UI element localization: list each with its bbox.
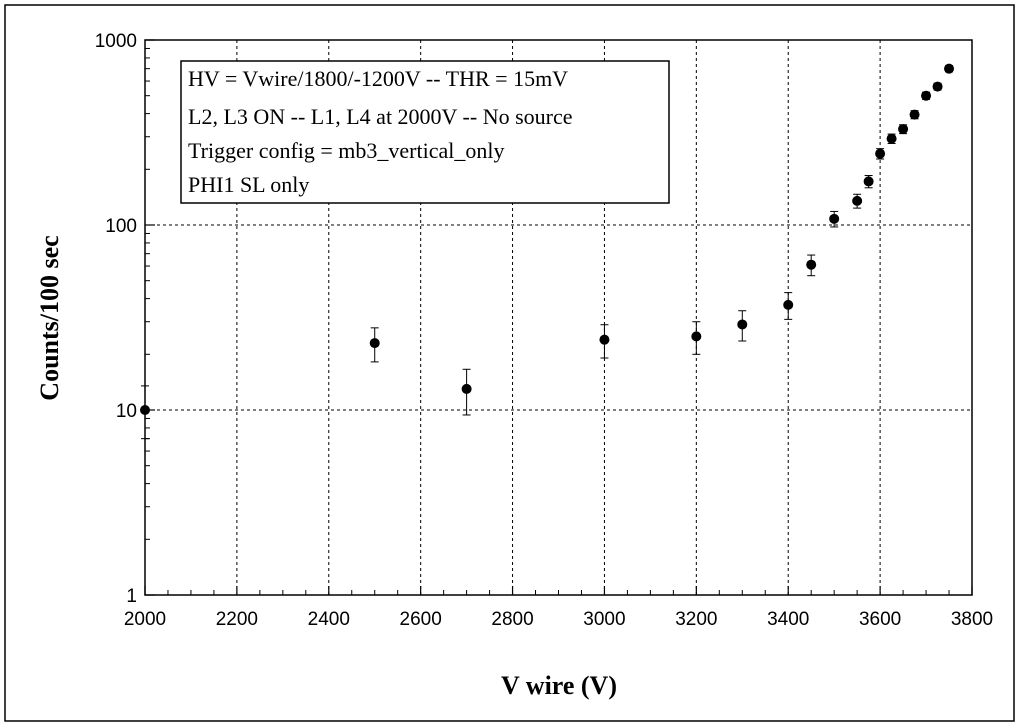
- x-tick-label: 2000: [124, 609, 166, 630]
- data-point: [461, 368, 472, 416]
- data-point: [909, 109, 920, 120]
- data-marker: [886, 133, 897, 144]
- data-point: [369, 327, 380, 363]
- x-tick-label: 3200: [675, 609, 717, 630]
- data-marker: [921, 90, 932, 101]
- axis-tick-labels: 2000 2200 2400 2600 2800 3000 3200 3400 3600 3800…: [95, 31, 993, 630]
- data-marker: [898, 124, 909, 135]
- data-marker: [863, 176, 874, 187]
- y-axis-title: Counts/100 sec: [35, 235, 64, 400]
- data-point: [806, 254, 817, 277]
- data-point: [691, 321, 702, 355]
- data-marker: [140, 405, 150, 415]
- annotation-line-1: HV = Vwire/1800/-1200V -- THR = 15mV: [188, 66, 568, 91]
- x-tick-label: 2200: [216, 609, 258, 630]
- data-point: [829, 210, 840, 228]
- y-tick-label: 10: [116, 401, 137, 422]
- data-marker: [932, 81, 943, 92]
- x-tick-label: 3000: [583, 609, 625, 630]
- data-marker: [783, 299, 794, 310]
- data-marker: [875, 148, 886, 159]
- data-marker: [369, 338, 380, 349]
- annotation-line-3: Trigger config = mb3_vertical_only: [188, 138, 505, 163]
- data-series: [140, 63, 955, 440]
- data-point: [944, 63, 955, 74]
- x-axis-title: V wire (V): [501, 671, 617, 700]
- data-marker: [852, 195, 863, 206]
- x-tick-label: 2600: [400, 609, 442, 630]
- data-marker: [909, 109, 920, 120]
- data-marker: [944, 63, 955, 74]
- data-point: [898, 124, 909, 135]
- data-point: [852, 193, 863, 209]
- data-marker: [461, 383, 472, 394]
- x-tick-label: 3800: [951, 609, 993, 630]
- data-point: [140, 385, 150, 440]
- x-tick-label: 3600: [859, 609, 901, 630]
- data-point: [921, 90, 932, 101]
- annotation-box: HV = Vwire/1800/-1200V -- THR = 15mV L2,…: [180, 60, 670, 204]
- y-tick-label: 100: [105, 216, 137, 237]
- data-point: [932, 81, 943, 92]
- data-point: [886, 133, 897, 144]
- data-marker: [829, 213, 840, 224]
- data-point: [599, 324, 610, 359]
- data-marker: [737, 319, 748, 330]
- annotation-box-frame: [180, 60, 670, 204]
- data-point: [737, 310, 748, 342]
- data-point: [863, 175, 874, 189]
- data-marker: [691, 331, 702, 342]
- x-tick-label: 2400: [308, 609, 350, 630]
- data-point: [875, 148, 886, 160]
- data-marker: [599, 334, 610, 345]
- y-tick-label: 1: [126, 586, 137, 607]
- y-tick-label: 1000: [95, 31, 137, 52]
- data-marker: [806, 259, 817, 270]
- annotation-line-4: PHI1 SL only: [188, 172, 309, 197]
- x-tick-label: 2800: [491, 609, 533, 630]
- x-tick-label: 3400: [767, 609, 809, 630]
- annotation-line-2: L2, L3 ON -- L1, L4 at 2000V -- No sourc…: [188, 104, 573, 129]
- data-point: [783, 292, 794, 320]
